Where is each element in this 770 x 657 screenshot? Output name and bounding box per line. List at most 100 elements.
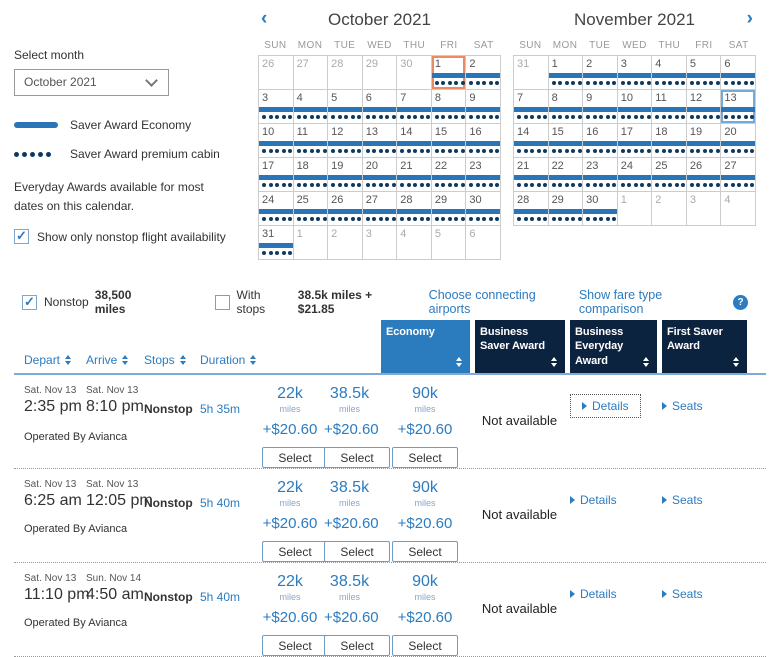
calendar-day[interactable]: 30 — [466, 192, 501, 226]
calendar-day[interactable]: 15 — [548, 124, 584, 158]
calendar-day[interactable]: 7 — [514, 90, 549, 124]
column-header-arrive[interactable]: Arrive — [86, 353, 144, 373]
calendar-day[interactable]: 12 — [686, 90, 722, 124]
calendar-day[interactable]: 27 — [721, 158, 756, 192]
saver-premium-dots — [294, 146, 328, 153]
calendar-day[interactable]: 26 — [686, 158, 722, 192]
calendar-day[interactable]: 1 — [431, 56, 467, 90]
calendar-day[interactable]: 4 — [293, 90, 329, 124]
select-button[interactable]: Select — [262, 447, 328, 468]
calendar-day[interactable]: 7 — [397, 90, 432, 124]
calendar-day[interactable]: 8 — [431, 90, 467, 124]
select-button[interactable]: Select — [262, 541, 328, 562]
calendar-day[interactable]: 16 — [583, 124, 618, 158]
nonstop-availability-toggle[interactable]: Show only nonstop flight availability — [14, 228, 232, 245]
calendar-day[interactable]: 18 — [652, 124, 687, 158]
column-header-business-saver-award[interactable]: Business Saver Award — [475, 320, 565, 373]
calendar-day[interactable]: 2 — [466, 56, 501, 90]
with-stops-checkbox[interactable] — [214, 294, 230, 310]
select-button[interactable]: Select — [324, 447, 390, 468]
calendar-day[interactable]: 15 — [431, 124, 467, 158]
calendar-day[interactable]: 11 — [652, 90, 687, 124]
calendar-day[interactable]: 5 — [686, 56, 722, 90]
calendar-day[interactable]: 31 — [259, 226, 294, 260]
details-button[interactable]: Details — [570, 394, 641, 418]
calendar-day[interactable]: 9 — [583, 90, 618, 124]
seats-button[interactable]: Seats — [662, 493, 703, 507]
calendar-day[interactable]: 28 — [514, 192, 549, 226]
calendar-day[interactable]: 22 — [431, 158, 467, 192]
calendar-day[interactable]: 3 — [259, 90, 294, 124]
column-header-first-saver-award[interactable]: First Saver Award — [662, 320, 747, 373]
calendar-day[interactable]: 17 — [259, 158, 294, 192]
calendar-day[interactable]: 25 — [652, 158, 687, 192]
show-fare-type-comparison-link[interactable]: Show fare type comparison — [578, 288, 663, 316]
seats-button[interactable]: Seats — [662, 399, 703, 413]
calendar-day[interactable]: 16 — [466, 124, 501, 158]
calendar-day[interactable]: 23 — [583, 158, 618, 192]
select-button[interactable]: Select — [324, 541, 390, 562]
select-button[interactable]: Select — [392, 447, 458, 468]
calendar-day[interactable]: 20 — [362, 158, 398, 192]
seats-button[interactable]: Seats — [662, 587, 703, 601]
help-icon[interactable]: ? — [733, 294, 748, 310]
calendar-day[interactable]: 10 — [617, 90, 653, 124]
calendar-day[interactable]: 21 — [397, 158, 432, 192]
select-button[interactable]: Select — [392, 541, 458, 562]
calendar-day[interactable]: 14 — [397, 124, 432, 158]
calendar-day[interactable]: 18 — [293, 158, 329, 192]
calendar-day[interactable]: 6 — [362, 90, 398, 124]
calendar-day[interactable]: 27 — [362, 192, 398, 226]
calendar-day[interactable]: 25 — [293, 192, 329, 226]
calendar-day[interactable]: 17 — [617, 124, 653, 158]
calendar-day[interactable]: 2 — [583, 56, 618, 90]
calendar-day[interactable]: 11 — [293, 124, 329, 158]
calendar-day[interactable]: 13 — [362, 124, 398, 158]
calendar-day[interactable]: 24 — [259, 192, 294, 226]
calendar-day[interactable]: 30 — [583, 192, 618, 226]
calendar-day[interactable]: 8 — [548, 90, 584, 124]
previous-month-button[interactable]: ‹ — [261, 8, 268, 29]
saver-premium-dots — [432, 112, 466, 119]
calendar-day[interactable]: 3 — [617, 56, 653, 90]
calendar-day[interactable]: 6 — [721, 56, 756, 90]
checkbox-checked-icon[interactable] — [14, 228, 29, 245]
nonstop-label[interactable]: Nonstop — [44, 295, 89, 309]
nonstop-checkbox[interactable] — [22, 294, 37, 310]
column-label: Arrive — [86, 353, 118, 367]
calendar-day[interactable]: 23 — [466, 158, 501, 192]
details-button[interactable]: Details — [570, 587, 617, 601]
calendar-day[interactable]: 19 — [686, 124, 722, 158]
calendar-day[interactable]: 20 — [721, 124, 756, 158]
month-dropdown[interactable]: October 2021 — [14, 69, 169, 96]
calendar-day[interactable]: 13 — [721, 90, 756, 124]
calendar-day[interactable]: 4 — [652, 56, 687, 90]
calendar-day[interactable]: 22 — [548, 158, 584, 192]
select-button[interactable]: Select — [392, 635, 458, 656]
calendar-day[interactable]: 9 — [466, 90, 501, 124]
column-header-duration[interactable]: Duration — [200, 353, 262, 373]
saver-premium-dots — [652, 78, 686, 85]
calendar-day[interactable]: 29 — [431, 192, 467, 226]
calendar-day[interactable]: 10 — [259, 124, 294, 158]
calendar-day[interactable]: 1 — [548, 56, 584, 90]
choose-connecting-airports-link[interactable]: Choose connecting airports — [428, 288, 536, 316]
with-stops-label[interactable]: With stops — [236, 288, 266, 316]
next-month-button[interactable]: › — [746, 8, 753, 29]
calendar-day[interactable]: 21 — [514, 158, 549, 192]
calendar-day[interactable]: 24 — [617, 158, 653, 192]
column-header-economy[interactable]: Economy — [381, 320, 470, 373]
column-header-stops[interactable]: Stops — [144, 353, 200, 373]
column-header-depart[interactable]: Depart — [24, 353, 86, 373]
day-number: 26 — [262, 58, 275, 70]
select-button[interactable]: Select — [262, 635, 328, 656]
calendar-day[interactable]: 14 — [514, 124, 549, 158]
calendar-day[interactable]: 5 — [328, 90, 363, 124]
calendar-day[interactable]: 28 — [397, 192, 432, 226]
column-header-business-everyday-award[interactable]: Business Everyday Award — [570, 320, 657, 373]
details-button[interactable]: Details — [570, 493, 617, 507]
calendar-day[interactable]: 26 — [328, 192, 363, 226]
calendar-day[interactable]: 29 — [548, 192, 584, 226]
calendar-day[interactable]: 19 — [328, 158, 363, 192]
calendar-day[interactable]: 12 — [328, 124, 363, 158]
